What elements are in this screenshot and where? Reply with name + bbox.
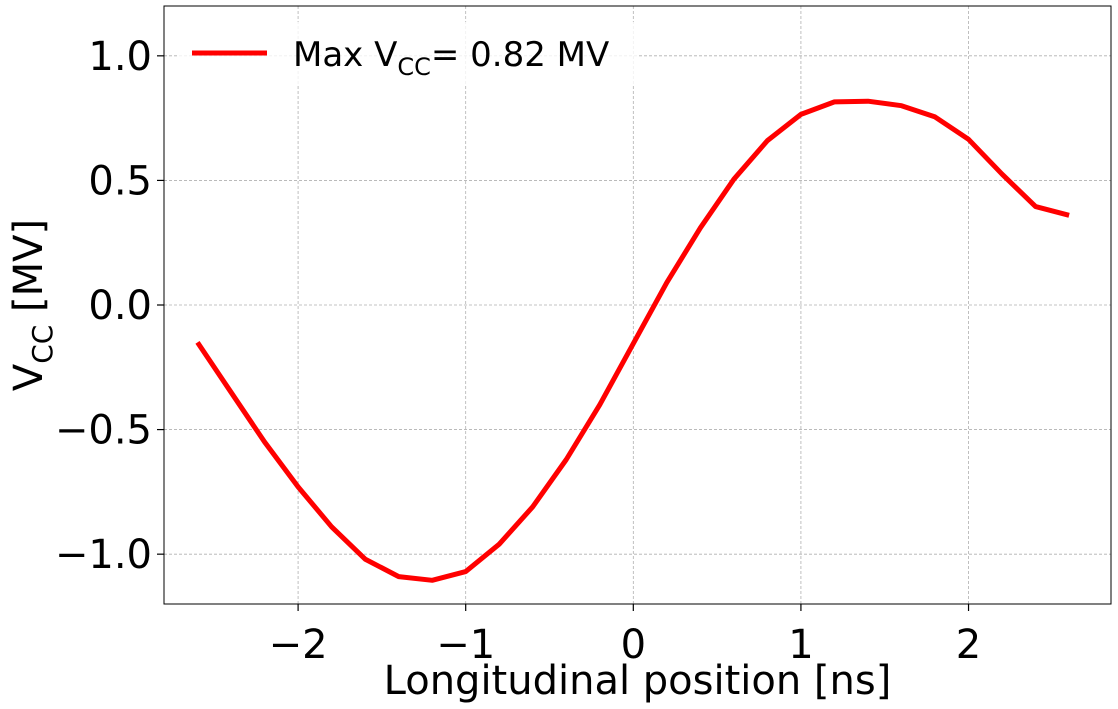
legend-label-subscript: CC — [397, 53, 431, 81]
legend: Max VCC= 0.82 MV — [178, 22, 638, 86]
series-layer — [195, 98, 1070, 583]
y-axis-label-main: V — [6, 363, 52, 391]
grid — [164, 6, 1111, 604]
y-tick-label: −0.5 — [55, 408, 152, 454]
y-axis-label-unit: [MV] — [6, 219, 52, 325]
x-tick-label: 0 — [621, 622, 646, 668]
series-line — [195, 98, 1070, 583]
x-tick-label: 1 — [788, 622, 813, 668]
legend-label: Max VCC= 0.82 MV — [293, 35, 609, 81]
y-tick-label: −1.0 — [55, 532, 152, 578]
x-tick-label: −2 — [269, 622, 328, 668]
y-tick-label: 1.0 — [88, 34, 152, 80]
y-axis-label: VCC [MV] — [6, 219, 59, 391]
ticks: −2 −1 0 1 2 1.0 0.5 0.0 −0.5 −1.0 — [55, 34, 981, 668]
y-axis-label-subscript: CC — [26, 325, 59, 364]
y-tick-label: 0.5 — [88, 158, 152, 204]
legend-label-suffix: = 0.82 MV — [431, 35, 609, 75]
x-tick-label: −1 — [436, 622, 495, 668]
x-tick-label: 2 — [956, 622, 981, 668]
legend-label-prefix: Max V — [293, 35, 397, 75]
y-tick-label: 0.0 — [88, 283, 152, 329]
x-axis-label: Longitudinal position [ns] — [384, 658, 892, 704]
